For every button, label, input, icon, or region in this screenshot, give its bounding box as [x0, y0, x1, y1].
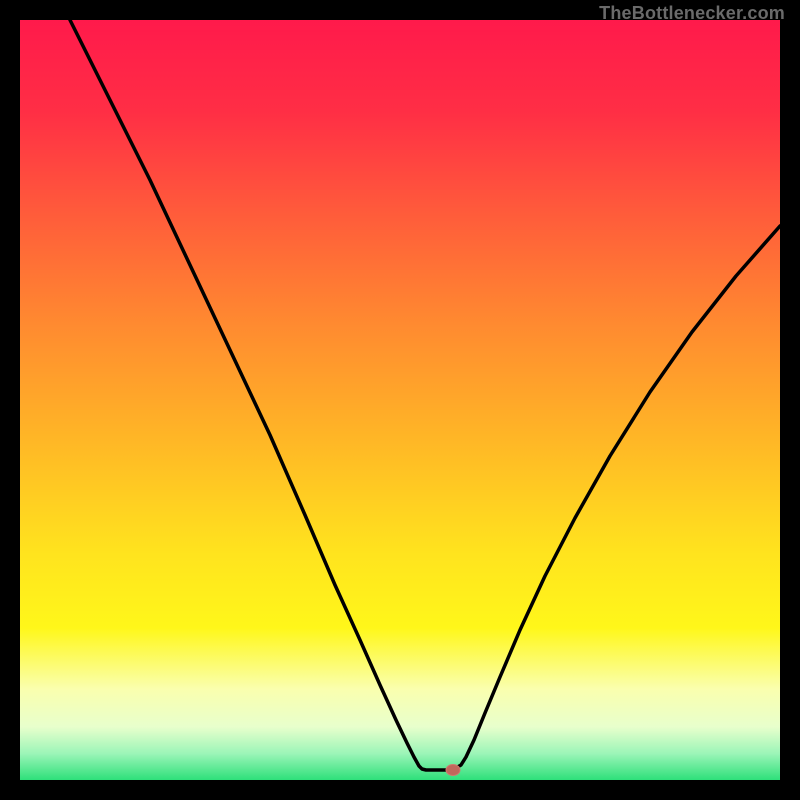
plot-background — [20, 20, 780, 780]
chart-frame — [0, 0, 800, 800]
optimal-point-marker — [446, 765, 460, 776]
bottleneck-chart — [0, 0, 800, 800]
attribution-label: TheBottlenecker.com — [599, 3, 785, 24]
